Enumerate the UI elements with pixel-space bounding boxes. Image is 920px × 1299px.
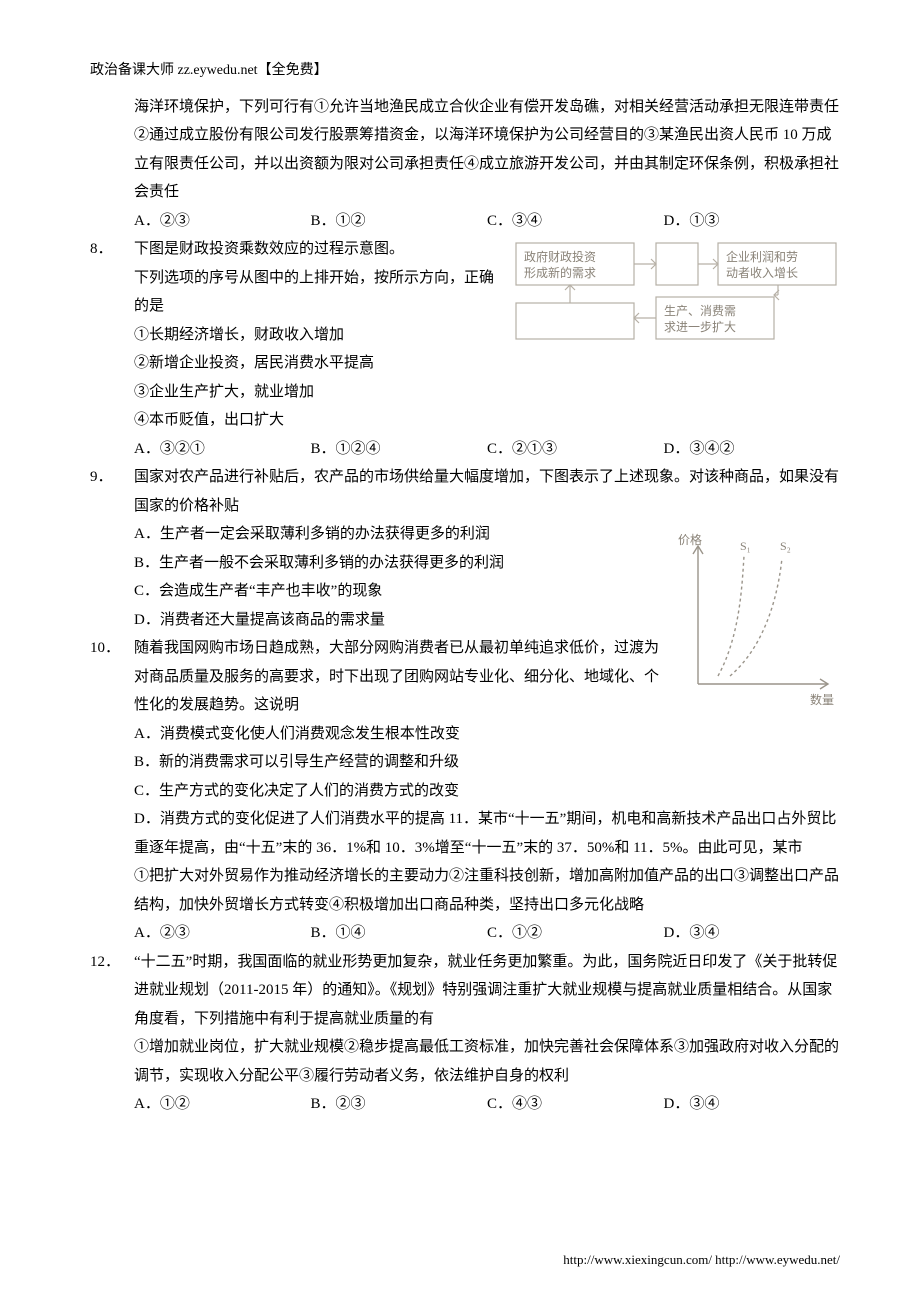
svg-text:生产、消费需: 生产、消费需: [664, 304, 736, 318]
q7-choice-c: C．③④: [487, 207, 664, 236]
svg-text:数量: 数量: [810, 692, 834, 707]
q10-option-c: C．生产方式的变化决定了人们的消费方式的改变: [90, 777, 840, 806]
q8-choices: A．③②① B．①②④ C．②①③ D．③④②: [90, 435, 840, 464]
svg-text:S₁: S₁: [740, 539, 751, 553]
q7-choice-a: A．②③: [134, 207, 311, 236]
q9-supply-graph: 价格 S₁ S₂ 数量: [670, 526, 840, 716]
q8-choice-b: B．①②④: [311, 435, 488, 464]
q8-number: 8．: [90, 235, 134, 435]
svg-text:求进一步扩大: 求进一步扩大: [664, 320, 736, 334]
q12-number: 12．: [90, 948, 134, 1034]
q12-choice-b: B．②③: [311, 1090, 488, 1119]
svg-text:企业利润和劳: 企业利润和劳: [726, 249, 798, 264]
svg-text:价格: 价格: [678, 532, 702, 547]
q11-choice-a: A．②③: [134, 919, 311, 948]
q12-items: ①增加就业岗位，扩大就业规模②稳步提高最低工资标准，加快完善社会保障体系③加强政…: [90, 1033, 840, 1090]
q9-stem: 国家对农产品进行补贴后，农产品的市场供给量大幅度增加，下图表示了上述现象。对该种…: [134, 469, 839, 514]
svg-text:动者收入增长: 动者收入增长: [726, 266, 798, 280]
header-source: 政治备课大师 zz.eywedu.net【全免费】: [90, 58, 840, 85]
q11-choices: A．②③ B．①④ C．①② D．③④: [90, 919, 840, 948]
q8-flow-diagram: 政府财政投资 形成新的需求 企业利润和劳 动者收入增长 生产、消费需 求进一步扩…: [510, 237, 840, 347]
q8-choice-a: A．③②①: [134, 435, 311, 464]
q12-choices: A．①② B．②③ C．④③ D．③④: [90, 1090, 840, 1119]
q10-stem: 随着我国网购市场日趋成熟，大部分网购消费者已从最初单纯追求低价，过渡为对商品质量…: [134, 634, 660, 720]
q12-choice-a: A．①②: [134, 1090, 311, 1119]
q8-choice-c: C．②①③: [487, 435, 664, 464]
svg-text:形成新的需求: 形成新的需求: [524, 265, 596, 280]
q11-choice-c: C．①②: [487, 919, 664, 948]
q7-continuation: 海洋环境保护，下列可行有①允许当地渔民成立合伙企业有偿开发岛礁，对相关经营活动承…: [90, 93, 840, 207]
q10-number: 10．: [90, 634, 134, 720]
q11-items: ①把扩大对外贸易作为推动经济增长的主要动力②注重科技创新，增加高附加值产品的出口…: [90, 862, 840, 919]
q9-number: 9．: [90, 463, 134, 520]
q12-choice-d: D．③④: [664, 1090, 841, 1119]
q12-stem: “十二五”时期，我国面临的就业形势更加复杂，就业任务更加繁重。为此，国务院近日印…: [134, 948, 840, 1034]
svg-text:政府财政投资: 政府财政投资: [524, 249, 596, 264]
q10-option-a: A．消费模式变化使人们消费观念发生根本性改变: [90, 720, 840, 749]
q8-item-3: ③企业生产扩大，就业增加: [134, 378, 840, 407]
q8-item-2: ②新增企业投资，居民消费水平提高: [134, 349, 840, 378]
q12-choice-c: C．④③: [487, 1090, 664, 1119]
q7-choice-b: B．①②: [311, 207, 488, 236]
q10-option-d-and-q11-stem: D．消费方式的变化促进了人们消费水平的提高 11．某市“十一五”期间，机电和高新…: [90, 805, 840, 862]
footer-links: http://www.xiexingcun.com/ http://www.ey…: [563, 1248, 840, 1273]
q7-choice-d: D．①③: [664, 207, 841, 236]
q11-choice-d: D．③④: [664, 919, 841, 948]
q8-item-4: ④本币贬值，出口扩大: [134, 406, 840, 435]
q8-choice-d: D．③④②: [664, 435, 841, 464]
q11-choice-b: B．①④: [311, 919, 488, 948]
q10-option-b: B．新的消费需求可以引导生产经营的调整和升级: [90, 748, 840, 777]
q7-choices: A．②③ B．①② C．③④ D．①③: [90, 207, 840, 236]
svg-text:S₂: S₂: [780, 539, 791, 553]
